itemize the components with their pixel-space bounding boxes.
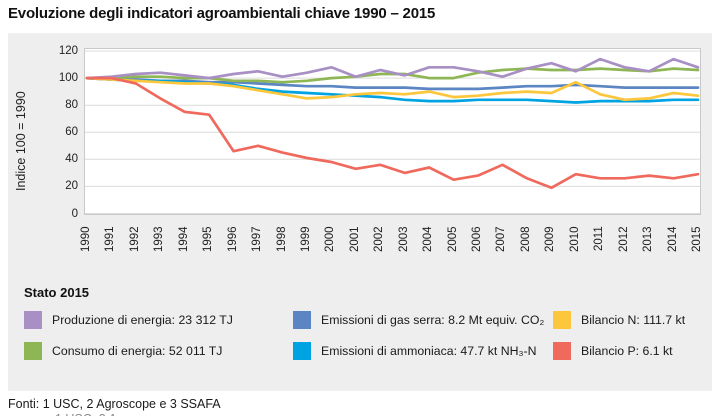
- x-axis-tick-label: 2000: [324, 226, 336, 252]
- x-axis-tick-label: 1994: [178, 226, 190, 252]
- legend-item-label: Emissioni di ammoniaca: 47.7 kt NH₃-N: [321, 344, 537, 358]
- x-axis-tick-label: 1999: [300, 226, 312, 252]
- x-axis-tick-label: 2009: [544, 226, 556, 252]
- clipped-bottom-text-line: 1 USC, 2 Agroscope: [55, 412, 175, 416]
- x-axis-tick-label: 2010: [569, 226, 581, 252]
- chart-panel: Indice 100 = 1990 0 20 40 60 80 100 120 1990 19…: [8, 33, 712, 391]
- y-axis-tick-label: 60: [65, 126, 78, 138]
- plot-area: [84, 48, 701, 215]
- x-axis-tick-label: 2002: [373, 226, 385, 252]
- legend-swatch: [553, 311, 571, 329]
- x-axis-tick-label: 2008: [520, 226, 532, 252]
- x-axis-tick-label: 2007: [495, 226, 507, 252]
- legend-item-label: Produzione di energia: 23 312 TJ: [52, 313, 233, 327]
- legend-item-label: Consumo di energia: 52 011 TJ: [52, 344, 223, 358]
- legend-item-label: Bilancio P: 6.1 kt: [581, 344, 673, 358]
- y-axis-tick-label: 120: [58, 45, 78, 57]
- series-line-emissioni-di-gas-serra: [85, 76, 700, 91]
- legend-item: Emissioni di ammoniaca: 47.7 kt NH₃-N: [293, 342, 537, 360]
- legend-swatch: [553, 342, 571, 360]
- x-axis-tick-label: 2013: [642, 226, 654, 252]
- x-axis-tick-label: 1990: [80, 226, 92, 252]
- x-axis-tick-label: 2003: [398, 226, 410, 252]
- x-axis-tick-label: 2012: [618, 226, 630, 252]
- plot-border: [84, 48, 701, 215]
- y-axis-label: Indice 100 = 1990: [14, 91, 28, 191]
- legend-swatch: [293, 311, 311, 329]
- x-axis-tick-label: 1993: [153, 226, 165, 252]
- legend-item-label: Emissioni di gas serra: 8.2 Mt equiv. CO…: [321, 313, 545, 327]
- legend-item: Consumo di energia: 52 011 TJ: [24, 342, 222, 360]
- y-axis-tick-label: 0: [71, 208, 78, 220]
- x-axis-tick-label: 2001: [349, 226, 361, 252]
- x-axis-tick-label: 1992: [129, 226, 141, 252]
- y-axis-tick-label: 20: [65, 180, 78, 192]
- legend-item: Emissioni di gas serra: 8.2 Mt equiv. CO…: [293, 311, 544, 329]
- x-axis-tick-label: 1998: [276, 226, 288, 252]
- x-axis-tick-label: 2014: [667, 226, 679, 252]
- page-title: Evoluzione degli indicatori agroambienta…: [8, 5, 436, 22]
- x-axis-tick-label: 1996: [227, 226, 239, 252]
- legend-item: Produzione di energia: 23 312 TJ: [24, 311, 233, 329]
- legend-swatch: [24, 311, 42, 329]
- x-axis-tick-label: 2011: [593, 226, 605, 252]
- footer-sources: Fonti: 1 USC, 2 Agroscope e 3 SSAFA: [8, 397, 221, 411]
- x-axis-tick-label: 2005: [447, 226, 459, 252]
- series-line-bilancio-n: [85, 76, 700, 102]
- y-axis-tick-label: 80: [65, 99, 78, 111]
- legend-title: Stato 2015: [24, 285, 90, 300]
- x-axis-tick-label: 2006: [471, 226, 483, 252]
- legend-item: Bilancio N: 111.7 kt: [553, 311, 685, 329]
- legend-item-label: Bilancio N: 111.7 kt: [581, 313, 686, 327]
- legend-swatch: [293, 342, 311, 360]
- x-axis-tick-label: 1997: [251, 226, 263, 252]
- y-axis-tick-label: 40: [65, 153, 78, 165]
- series-line-bilancio-p: [85, 76, 700, 190]
- chart-svg: [84, 48, 701, 215]
- legend-swatch: [24, 342, 42, 360]
- series-line-produzione-di-energia: [85, 57, 700, 80]
- x-axis-tick-label: 2004: [422, 226, 434, 252]
- x-axis-tick-label: 2015: [691, 226, 703, 252]
- series-line-emissioni-di-ammoniaca: [85, 76, 700, 104]
- x-axis-tick-label: 1991: [104, 226, 116, 252]
- y-axis-tick-label: 100: [58, 72, 78, 84]
- x-axis-tick-label: 1995: [202, 226, 214, 252]
- legend-item: Bilancio P: 6.1 kt: [553, 342, 673, 360]
